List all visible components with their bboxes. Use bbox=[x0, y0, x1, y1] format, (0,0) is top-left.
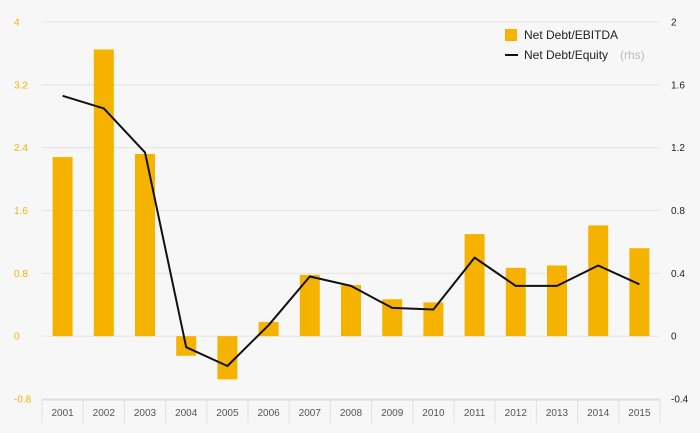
x-tick-label: 2015 bbox=[628, 408, 651, 419]
y-tick-label-right: 0 bbox=[671, 332, 677, 343]
bar-net-debt-ebitda bbox=[52, 157, 73, 337]
x-tick-label: 2010 bbox=[422, 408, 445, 419]
legend-swatch-bar bbox=[505, 29, 517, 41]
x-tick-label: 2003 bbox=[134, 408, 157, 419]
bar-net-debt-ebitda bbox=[423, 302, 444, 337]
y-tick-label-right: 1.6 bbox=[671, 80, 685, 91]
x-tick-label: 2006 bbox=[257, 408, 280, 419]
y-tick-label-left: 1.6 bbox=[14, 206, 28, 217]
legend-label-line: Net Debt/Equity bbox=[524, 48, 608, 62]
x-tick-label: 2011 bbox=[464, 408, 486, 419]
x-tick-label: 2001 bbox=[51, 408, 74, 419]
legend-label-line-suffix: (rhs) bbox=[620, 48, 645, 62]
bar-net-debt-ebitda bbox=[505, 267, 526, 337]
y-tick-label-right: 0.4 bbox=[671, 269, 685, 280]
bar-net-debt-ebitda bbox=[299, 274, 320, 337]
bar-net-debt-ebitda bbox=[341, 285, 361, 337]
x-tick-label: 2012 bbox=[505, 408, 528, 419]
bar-net-debt-ebitda bbox=[258, 322, 279, 337]
x-tick-label: 2007 bbox=[299, 408, 322, 419]
bar-net-debt-ebitda bbox=[629, 248, 650, 337]
legend-label-bar: Net Debt/EBITDA bbox=[524, 28, 618, 42]
x-tick-label: 2008 bbox=[340, 408, 363, 419]
y-tick-label-right: 1.2 bbox=[671, 143, 685, 154]
y-tick-label-right: 0.8 bbox=[671, 206, 685, 217]
y-tick-label-left: 2.4 bbox=[14, 143, 28, 154]
y-tick-label-left: 0.8 bbox=[14, 269, 28, 280]
x-tick-label: 2004 bbox=[175, 408, 198, 419]
bar-net-debt-ebitda bbox=[93, 49, 114, 337]
x-tick-label: 2013 bbox=[546, 408, 569, 419]
y-tick-label-right: -0.4 bbox=[671, 395, 689, 406]
x-tick-label: 2009 bbox=[381, 408, 404, 419]
bar-net-debt-ebitda bbox=[135, 153, 155, 337]
x-tick-label: 2005 bbox=[216, 408, 239, 419]
bar-net-debt-ebitda bbox=[464, 234, 485, 337]
x-tick-label: 2002 bbox=[93, 408, 116, 419]
bar-net-debt-ebitda bbox=[588, 225, 609, 337]
y-tick-label-left: -0.8 bbox=[14, 395, 32, 406]
y-tick-label-right: 2 bbox=[671, 18, 677, 29]
bar-net-debt-ebitda bbox=[547, 265, 567, 337]
bar-net-debt-ebitda bbox=[217, 336, 238, 380]
y-tick-label-left: 0 bbox=[14, 332, 20, 343]
x-tick-label: 2014 bbox=[587, 408, 610, 419]
y-tick-label-left: 4 bbox=[14, 18, 20, 29]
y-tick-label-left: 3.2 bbox=[14, 80, 28, 91]
